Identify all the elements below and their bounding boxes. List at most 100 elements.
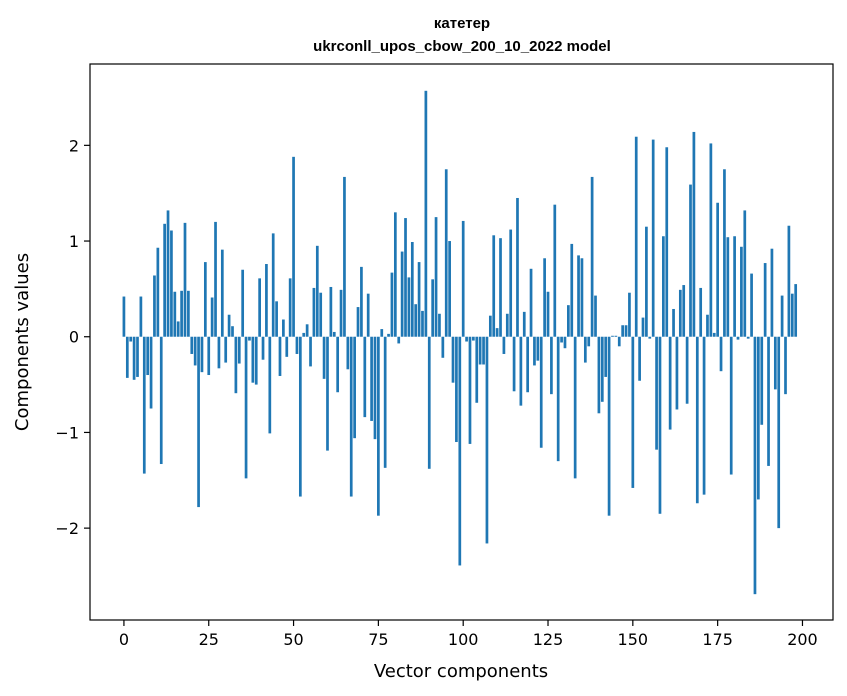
bar — [292, 156, 295, 337]
bar — [139, 296, 143, 337]
bar — [458, 336, 462, 566]
bar — [265, 264, 268, 337]
bar — [288, 278, 292, 337]
y-tick-label: 2 — [69, 136, 79, 155]
bar — [404, 218, 407, 337]
bar — [509, 229, 513, 337]
bar — [573, 336, 577, 479]
bar — [553, 204, 557, 337]
bar — [244, 336, 248, 479]
bar — [767, 336, 770, 466]
x-tick-label: 175 — [702, 630, 733, 649]
y-tick-label: 0 — [69, 328, 79, 347]
bar — [488, 315, 492, 337]
x-tick-label: 50 — [283, 630, 303, 649]
bar — [434, 217, 438, 337]
bar — [180, 290, 183, 337]
bar — [617, 336, 621, 347]
bar — [563, 336, 567, 349]
bar — [784, 336, 787, 395]
bar — [590, 176, 594, 337]
bar — [261, 336, 265, 360]
bar — [478, 336, 482, 365]
x-tick-label: 150 — [618, 630, 649, 649]
bar — [719, 336, 723, 372]
bar — [268, 336, 272, 434]
bar — [675, 336, 679, 410]
bar — [519, 336, 523, 406]
bar — [187, 290, 190, 337]
bar — [682, 285, 686, 337]
bar — [343, 176, 346, 337]
bar — [190, 336, 194, 354]
bar — [360, 266, 363, 337]
bar — [760, 336, 764, 425]
bar — [427, 336, 431, 469]
bar — [733, 236, 736, 337]
bar — [163, 223, 166, 337]
bar — [214, 221, 217, 337]
bar — [560, 336, 563, 343]
bar — [231, 326, 234, 337]
bar — [356, 307, 360, 337]
bars-group — [122, 90, 798, 595]
bar — [224, 336, 228, 363]
chart-subtitle: ukrconll_upos_cbow_200_10_2022 model — [313, 38, 611, 55]
bar — [302, 332, 306, 337]
bar — [777, 336, 781, 529]
bar — [787, 225, 791, 337]
bar — [726, 237, 730, 337]
bar — [465, 336, 468, 342]
bar — [248, 336, 251, 341]
bar — [583, 336, 587, 363]
bar — [502, 336, 506, 354]
plot-frame — [89, 63, 834, 621]
bar — [587, 336, 591, 347]
bar — [349, 336, 353, 497]
bar — [370, 336, 373, 421]
bar — [641, 317, 645, 337]
bar — [773, 336, 777, 390]
bar — [736, 336, 740, 340]
bar — [220, 249, 224, 337]
bar — [217, 336, 221, 369]
bar — [305, 324, 309, 337]
bar — [634, 136, 638, 337]
bar — [655, 336, 658, 450]
bar — [482, 336, 485, 365]
bar — [271, 233, 275, 337]
bar — [485, 336, 489, 544]
bar — [770, 248, 774, 337]
bar — [570, 243, 574, 337]
bar — [472, 336, 475, 341]
bar — [628, 292, 631, 337]
bar — [332, 331, 336, 337]
bar — [295, 336, 299, 354]
y-tick-label: −1 — [55, 423, 79, 442]
bar — [383, 336, 387, 468]
bar — [153, 275, 156, 337]
bar — [156, 247, 160, 337]
y-axis-label: Components values — [12, 253, 33, 431]
bar — [668, 336, 672, 430]
x-tick-label: 125 — [533, 630, 564, 649]
bar — [275, 301, 278, 337]
bar — [322, 336, 326, 379]
bar — [237, 336, 241, 364]
bar — [424, 90, 428, 337]
bar — [543, 258, 546, 337]
x-tick-label: 25 — [199, 630, 219, 649]
bar — [746, 336, 750, 339]
bar — [512, 336, 516, 392]
bar — [594, 295, 597, 337]
bar — [234, 336, 238, 394]
bar — [438, 313, 441, 337]
y-tick-label: 1 — [69, 232, 79, 251]
bar — [780, 295, 784, 337]
x-tick-label: 100 — [448, 630, 479, 649]
bar — [750, 273, 753, 337]
bar — [665, 147, 669, 337]
bar — [614, 335, 618, 337]
bar — [716, 202, 719, 337]
